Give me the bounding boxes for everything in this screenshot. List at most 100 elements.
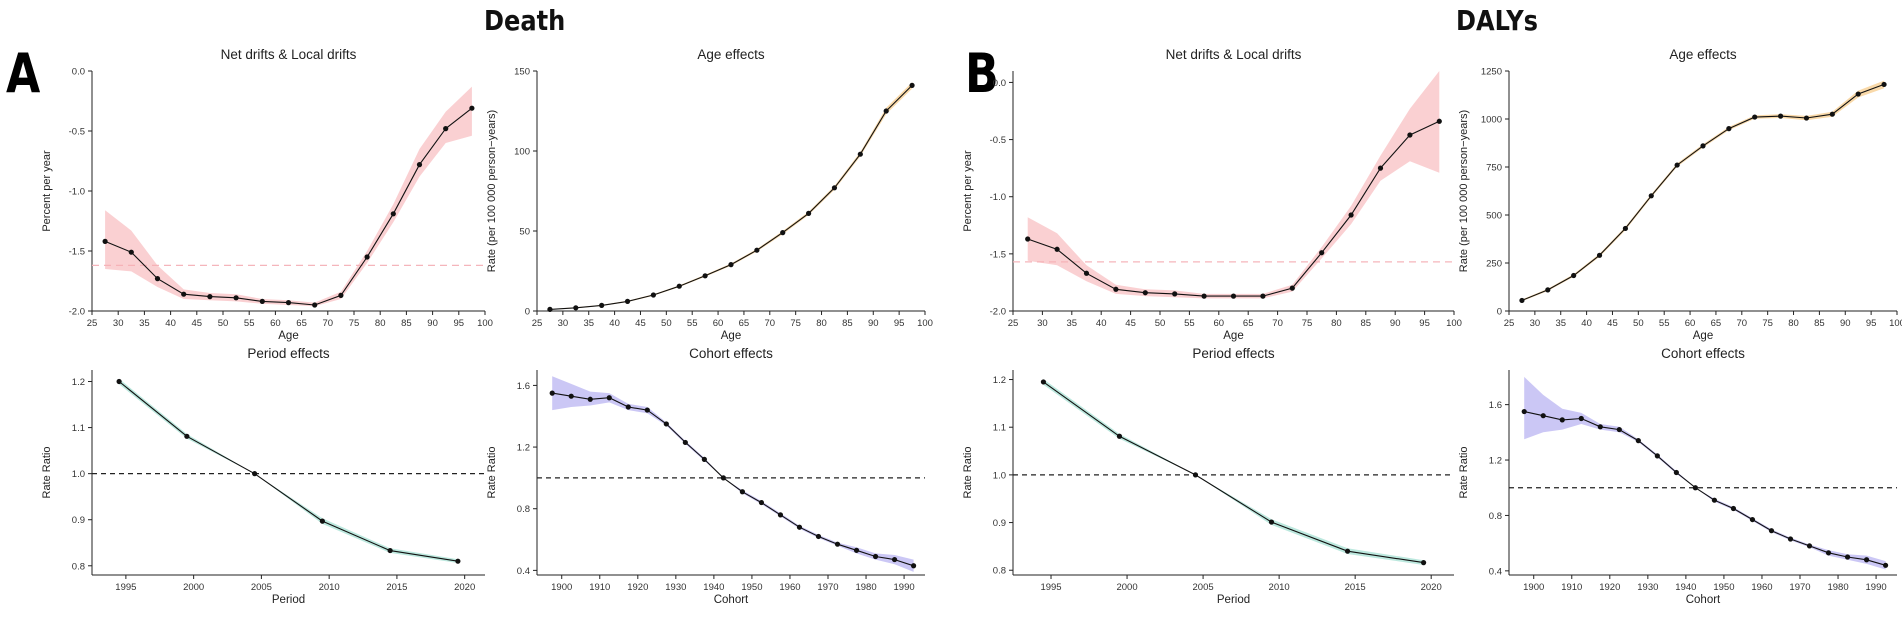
- data-point: [1752, 114, 1758, 120]
- x-tick-label: 1940: [703, 582, 724, 593]
- x-tick-label: 45: [635, 318, 646, 329]
- y-axis-label: Rate (per 100 000 person−years): [1458, 110, 1470, 272]
- x-tick-label: 1995: [115, 582, 136, 593]
- x-tick-label: 2020: [454, 582, 475, 593]
- data-point: [1863, 557, 1870, 563]
- data-point: [1319, 250, 1325, 256]
- chart-title: Period effects: [247, 346, 330, 361]
- data-point: [650, 292, 657, 298]
- x-tick-label: 85: [842, 318, 853, 329]
- data-point: [1768, 528, 1775, 534]
- x-tick-label: 70: [323, 318, 334, 329]
- y-tick-label: 1.6: [517, 381, 530, 392]
- data-point: [739, 489, 746, 495]
- chart-dalys-cohort-effects: Cohort effects 1900 1910 1920 1930 1940 1950 19…: [1458, 346, 1897, 606]
- data-point: [443, 126, 449, 132]
- chart-title: Period effects: [1192, 346, 1275, 361]
- x-tick-label: 2015: [386, 582, 407, 593]
- x-tick-label: 85: [401, 318, 412, 329]
- x-tick-label: 35: [139, 318, 150, 329]
- y-tick-label: 750: [1486, 163, 1502, 174]
- x-tick-label: 75: [1762, 318, 1773, 329]
- y-tick-label: -1.0: [69, 187, 85, 198]
- y-axis-label: Percent per year: [41, 150, 53, 232]
- y-tick-label: -1.5: [69, 247, 85, 258]
- x-tick-label: 100: [917, 318, 933, 329]
- x-tick-label: 60: [1685, 318, 1696, 329]
- x-tick-label: 65: [1711, 318, 1722, 329]
- data-point: [181, 291, 187, 297]
- x-tick-label: 65: [1243, 318, 1254, 329]
- y-tick-label: 1.0: [993, 470, 1006, 481]
- x-tick-label: 2000: [183, 582, 204, 593]
- data-point: [1192, 472, 1199, 478]
- data-point: [116, 378, 122, 385]
- confidence-band: [119, 378, 458, 563]
- y-tick-label: 1.6: [1489, 400, 1502, 411]
- y-tick-label: 100: [514, 147, 530, 158]
- data-point: [682, 439, 688, 446]
- x-tick-label: 1950: [741, 582, 762, 593]
- confidence-band: [1043, 379, 1424, 565]
- x-tick-label: 55: [1659, 318, 1670, 329]
- data-point: [872, 553, 879, 560]
- y-axis-label: Rate Ratio: [486, 447, 498, 499]
- x-tick-label: 50: [1633, 318, 1644, 329]
- data-point: [390, 211, 396, 217]
- chart-title: Net drifts & Local drifts: [1166, 47, 1302, 62]
- chart-dalys-age-effects: Age effects 25 30 35 40 45 50 55 60 65 70 75 80 85 90 9…: [1458, 47, 1902, 342]
- chart-dalys-net-drifts: Net drifts & Local drifts 25 30 35 40 45 50 55 6…: [962, 47, 1462, 342]
- data-point: [1596, 252, 1603, 258]
- x-tick-label: 65: [739, 318, 750, 329]
- y-tick-label: 1.1: [993, 423, 1006, 434]
- x-tick-label: 45: [1607, 318, 1618, 329]
- data-point: [387, 547, 393, 554]
- y-axis-label: Rate Ratio: [41, 447, 53, 499]
- data-point: [831, 185, 838, 191]
- x-tick-label: 75: [790, 318, 801, 329]
- data-point: [1674, 162, 1680, 168]
- data-point: [259, 298, 265, 304]
- x-tick-label: 100: [1446, 318, 1462, 329]
- x-tick-label: 90: [1840, 318, 1851, 329]
- x-tick-label: 65: [296, 318, 307, 329]
- series-line: [1524, 411, 1886, 566]
- y-tick-label: 250: [1486, 259, 1502, 270]
- y-tick-label: 0: [1497, 307, 1502, 318]
- x-tick-label: 2005: [251, 582, 272, 593]
- x-tick-label: 1910: [1561, 582, 1582, 593]
- y-tick-label: 0.0: [993, 78, 1006, 89]
- y-tick-label: 0.8: [72, 561, 85, 572]
- series-line: [1043, 381, 1424, 564]
- chart-death-cohort-effects: Cohort effects 1900 1910 1920 1930 1940 1950 19…: [486, 346, 925, 606]
- data-point: [1616, 426, 1622, 433]
- x-axis-label: Age: [1693, 330, 1713, 342]
- data-point: [754, 247, 760, 253]
- data-point: [1635, 438, 1641, 444]
- x-tick-label: 2000: [1116, 582, 1137, 593]
- x-tick-label: 90: [868, 318, 879, 329]
- x-tick-label: 40: [609, 318, 620, 329]
- data-point: [1348, 212, 1354, 218]
- data-point: [624, 298, 631, 304]
- data-point: [1881, 81, 1887, 88]
- chart-death-net-drifts: Net drifts & Local drifts 25 30 35 40 45 50 55 6…: [41, 47, 493, 342]
- y-tick-label: -1.5: [990, 249, 1006, 260]
- x-tick-label: 45: [192, 318, 203, 329]
- x-tick-label: 60: [270, 318, 281, 329]
- confidence-band: [1524, 376, 1886, 570]
- x-tick-label: 55: [244, 318, 255, 329]
- x-tick-label: 95: [1419, 318, 1430, 329]
- x-tick-label: 30: [1037, 318, 1048, 329]
- x-tick-label: 90: [1390, 318, 1401, 329]
- data-point: [780, 230, 786, 236]
- data-point: [1172, 291, 1178, 297]
- y-tick-label: 0.8: [993, 566, 1006, 577]
- data-point: [1116, 433, 1123, 439]
- x-axis-label: Age: [721, 330, 741, 342]
- data-point: [319, 518, 325, 524]
- data-point: [1749, 516, 1756, 523]
- y-tick-label: 1.2: [1489, 456, 1502, 467]
- chart-title: Cohort effects: [689, 346, 773, 361]
